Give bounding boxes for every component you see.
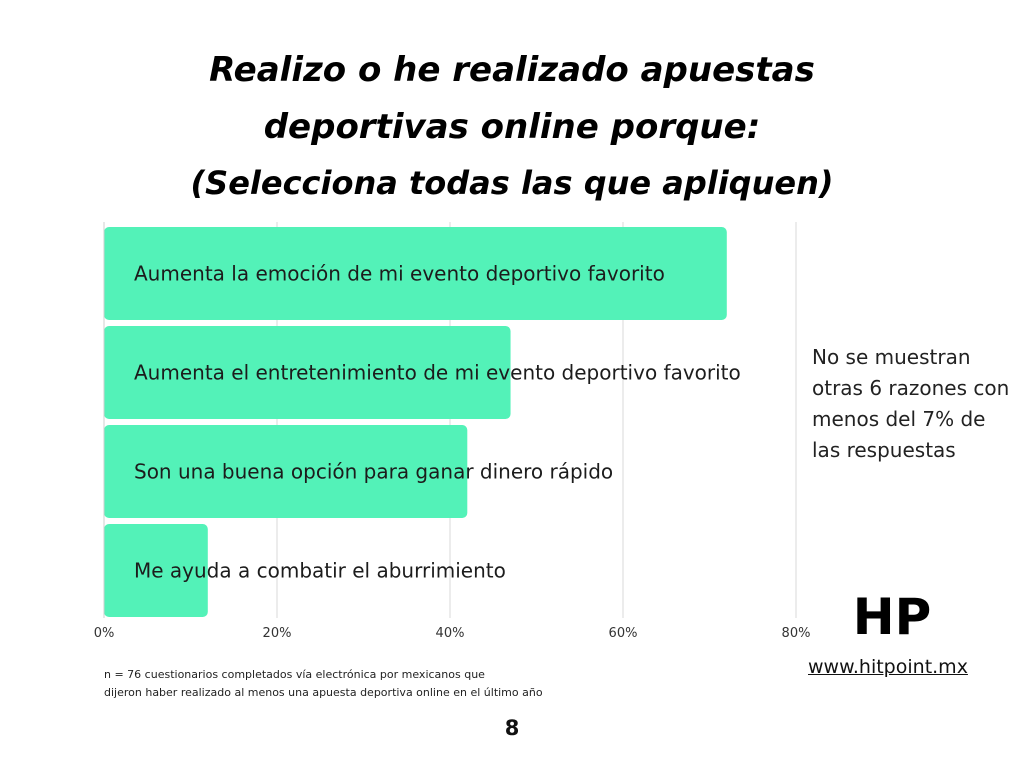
- footnote-line-1: n = 76 cuestionarios completados vía ele…: [104, 668, 485, 681]
- chart-title-line-1: Realizo o he realizado apuestas: [209, 50, 815, 90]
- bar: [104, 227, 727, 320]
- hitpoint-logo: HP: [853, 590, 932, 638]
- omitted-reasons-note: No se muestran otras 6 razones con menos…: [812, 345, 1010, 462]
- website-link[interactable]: www.hitpoint.mx: [808, 656, 968, 678]
- bar-category-label: Aumenta el entretenimiento de mi evento …: [134, 361, 741, 385]
- chart-title-line-2: deportivas online porque:: [263, 107, 761, 147]
- bar-category-label: Son una buena opción para ganar dinero r…: [134, 460, 613, 484]
- sample-footnote: n = 76 cuestionarios completados vía ele…: [104, 666, 624, 702]
- chart-title: Realizo o he realizado apuestas deportiv…: [0, 42, 1024, 210]
- page-number: 8: [504, 716, 520, 740]
- x-tick-label: 80%: [782, 626, 811, 641]
- footnote-line-2: dijeron haber realizado al menos una apu…: [104, 686, 543, 699]
- bar: [104, 524, 208, 617]
- x-tick-label: 0%: [94, 626, 115, 641]
- bar-category-label: Me ayuda a combatir el aburrimiento: [134, 559, 506, 583]
- bar-category-label: Aumenta la emoción de mi evento deportiv…: [134, 262, 665, 286]
- x-tick-label: 40%: [436, 626, 465, 641]
- bar: [104, 326, 511, 419]
- x-tick-label: 20%: [263, 626, 292, 641]
- x-tick-label: 60%: [609, 626, 638, 641]
- bar: [104, 425, 468, 518]
- chart-subtitle: (Selecciona todas las que apliquen): [190, 164, 834, 202]
- hitpoint-logo-text: HP: [853, 590, 932, 638]
